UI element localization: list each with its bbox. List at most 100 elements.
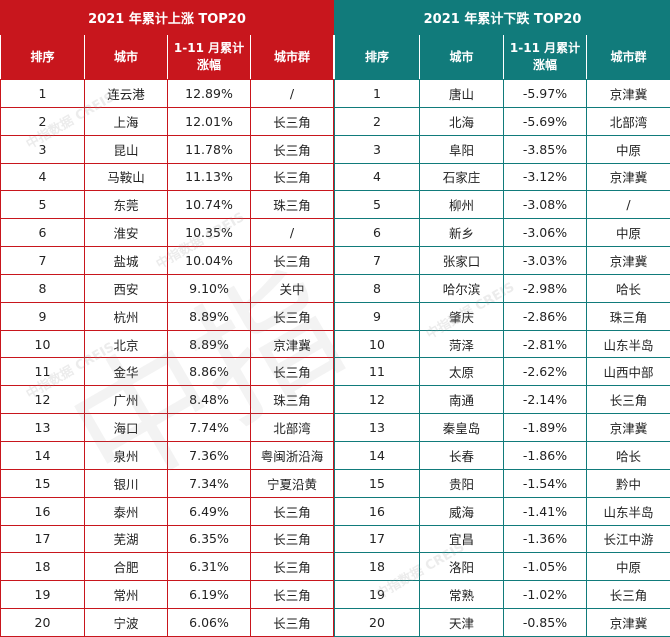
rank-cell: 19 — [335, 581, 420, 609]
rank-cell: 8 — [1, 274, 85, 302]
rank-cell: 15 — [335, 469, 420, 497]
rank-cell: 20 — [335, 609, 420, 637]
growth-cell: -0.85% — [504, 609, 587, 637]
cluster-cell: 长三角 — [251, 581, 334, 609]
growth-cell: 8.48% — [168, 386, 251, 414]
rank-cell: 2 — [1, 107, 85, 135]
cluster-cell: / — [251, 219, 334, 247]
cluster-header: 城市群 — [587, 35, 670, 80]
city-cell: 宜昌 — [420, 525, 504, 553]
growth-cell: -1.86% — [504, 441, 587, 469]
cluster-cell: 中原 — [587, 135, 670, 163]
city-cell: 合肥 — [85, 553, 168, 581]
growth-cell: -1.36% — [504, 525, 587, 553]
city-cell: 泰州 — [85, 497, 168, 525]
cluster-cell: 珠三角 — [251, 386, 334, 414]
cluster-cell: 粤闽浙沿海 — [251, 441, 334, 469]
cluster-cell: 京津冀 — [587, 163, 670, 191]
city-cell: 北京 — [85, 330, 168, 358]
growth-cell: -3.85% — [504, 135, 587, 163]
growth-cell: -3.06% — [504, 219, 587, 247]
rank-cell: 13 — [335, 414, 420, 442]
city-cell: 阜阳 — [420, 135, 504, 163]
city-cell: 威海 — [420, 497, 504, 525]
city-cell: 天津 — [420, 609, 504, 637]
rank-cell: 15 — [1, 469, 85, 497]
rank-cell: 10 — [335, 330, 420, 358]
city-cell: 杭州 — [85, 302, 168, 330]
rank-header: 排序 — [1, 35, 85, 80]
city-cell: 东莞 — [85, 191, 168, 219]
growth-header: 1-11 月累计涨幅 — [168, 35, 251, 80]
growth-cell: -1.02% — [504, 581, 587, 609]
growth-cell: -3.12% — [504, 163, 587, 191]
city-cell: 张家口 — [420, 247, 504, 275]
cluster-cell: 山西中部 — [587, 358, 670, 386]
city-cell: 菏泽 — [420, 330, 504, 358]
growth-cell: 7.74% — [168, 414, 251, 442]
growth-cell: 12.01% — [168, 107, 251, 135]
growth-cell: 6.49% — [168, 497, 251, 525]
city-cell: 柳州 — [420, 191, 504, 219]
city-cell: 宁波 — [85, 609, 168, 637]
cluster-cell: 宁夏沿黄 — [251, 469, 334, 497]
cluster-cell: 长三角 — [251, 609, 334, 637]
rank-cell: 13 — [1, 414, 85, 442]
rank-cell: 7 — [1, 247, 85, 275]
city-cell: 洛阳 — [420, 553, 504, 581]
cluster-cell: 长三角 — [251, 497, 334, 525]
cluster-cell: 长三角 — [251, 525, 334, 553]
cluster-cell: 长三角 — [251, 247, 334, 275]
growth-cell: 8.89% — [168, 330, 251, 358]
city-cell: 西安 — [85, 274, 168, 302]
cluster-cell: 山东半岛 — [587, 330, 670, 358]
growth-cell: -2.86% — [504, 302, 587, 330]
cluster-cell: 珠三角 — [251, 191, 334, 219]
city-cell: 太原 — [420, 358, 504, 386]
rank-cell: 10 — [1, 330, 85, 358]
rank-cell: 17 — [335, 525, 420, 553]
cluster-cell: 长三角 — [251, 135, 334, 163]
city-cell: 常州 — [85, 581, 168, 609]
cluster-cell: 长三角 — [251, 302, 334, 330]
city-cell: 连云港 — [85, 80, 168, 108]
rank-cell: 12 — [335, 386, 420, 414]
cluster-cell: 长江中游 — [587, 525, 670, 553]
cluster-cell: 长三角 — [587, 581, 670, 609]
cluster-cell: 长三角 — [251, 163, 334, 191]
city-cell: 石家庄 — [420, 163, 504, 191]
rank-cell: 1 — [1, 80, 85, 108]
cluster-cell: 长三角 — [251, 107, 334, 135]
rank-cell: 20 — [1, 609, 85, 637]
city-cell: 昆山 — [85, 135, 168, 163]
rank-cell: 6 — [335, 219, 420, 247]
growth-cell: 12.89% — [168, 80, 251, 108]
growth-cell: -2.14% — [504, 386, 587, 414]
city-cell: 肇庆 — [420, 302, 504, 330]
city-cell: 常熟 — [420, 581, 504, 609]
rank-cell: 9 — [335, 302, 420, 330]
growth-cell: 7.36% — [168, 441, 251, 469]
growth-cell: -5.69% — [504, 107, 587, 135]
cluster-cell: 关中 — [251, 274, 334, 302]
growth-cell: 7.34% — [168, 469, 251, 497]
city-cell: 长春 — [420, 441, 504, 469]
